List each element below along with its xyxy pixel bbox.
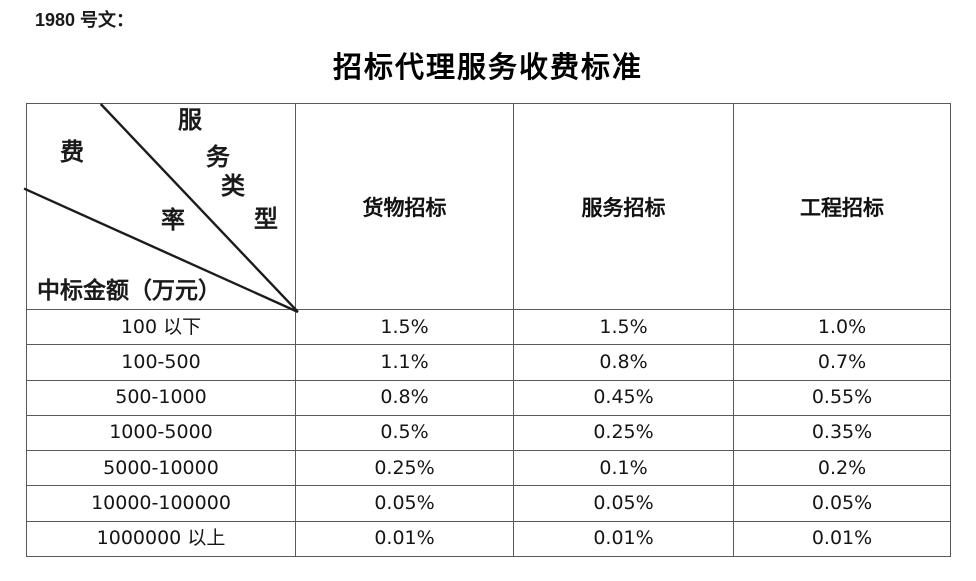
amount-range-cell: 10000-100000 <box>26 485 296 522</box>
corner-service-type-char: 务 <box>206 145 230 171</box>
fee-value-cell: 1.5% <box>295 308 514 346</box>
corner-service-type-char: 型 <box>254 207 278 233</box>
table-row: 1000000 以上 0.01% 0.01% 0.01% <box>26 520 951 558</box>
amount-range-cell: 1000-5000 <box>26 414 296 452</box>
fee-value-cell: 0.45% <box>513 379 734 416</box>
fee-value-cell: 0.01% <box>513 520 734 558</box>
fee-value-cell: 0.05% <box>733 485 951 522</box>
table-row: 1000-5000 0.5% 0.25% 0.35% <box>26 414 951 452</box>
fee-value-cell: 0.01% <box>295 520 514 558</box>
fee-value-cell: 0.7% <box>733 344 951 381</box>
amount-range-cell: 100 以下 <box>26 308 296 346</box>
col-header-works-bidding: 工程招标 <box>733 103 951 310</box>
fee-value-cell: 0.1% <box>513 450 734 487</box>
table-row: 10000-100000 0.05% 0.05% 0.05% <box>26 485 951 522</box>
corner-fee-rate-char: 费 <box>60 140 84 166</box>
table-row: 500-1000 0.8% 0.45% 0.55% <box>26 379 951 416</box>
col-header-goods-bidding: 货物招标 <box>295 103 514 310</box>
fee-value-cell: 0.8% <box>513 344 734 381</box>
fee-value-cell: 0.05% <box>295 485 514 522</box>
amount-range-cell: 500-1000 <box>26 379 296 416</box>
corner-service-type-char: 服 <box>178 108 202 134</box>
table-row: 100 以下 1.5% 1.5% 1.0% <box>26 308 951 346</box>
header-row: 服 务 类 型 费 率 中标金额（万元） 货物招标 服务招标 工程招标 <box>23 103 951 314</box>
table-row: 100-500 1.1% 0.8% 0.7% <box>26 344 951 381</box>
fee-value-cell: 1.0% <box>733 308 951 346</box>
table-row: 5000-10000 0.25% 0.1% 0.2% <box>26 450 951 487</box>
fee-table: 服 务 类 型 费 率 中标金额（万元） 货物招标 服务招标 工程招标 100 … <box>23 103 951 558</box>
fee-value-cell: 1.1% <box>295 344 514 381</box>
fee-value-cell: 1.5% <box>513 308 734 346</box>
fee-value-cell: 0.05% <box>513 485 734 522</box>
fee-value-cell: 0.5% <box>295 414 514 452</box>
corner-service-type-char: 类 <box>221 174 245 200</box>
diagonal-divider-lines <box>23 103 299 314</box>
fee-value-cell: 0.8% <box>295 379 514 416</box>
page-title: 招标代理服务收费标准 <box>332 52 643 84</box>
doc-number: 1980 号文： <box>35 10 135 30</box>
fee-value-cell: 0.35% <box>733 414 951 452</box>
fee-value-cell: 0.25% <box>513 414 734 452</box>
fee-value-cell: 0.2% <box>733 450 951 487</box>
amount-range-cell: 1000000 以上 <box>26 520 296 558</box>
corner-fee-rate-char: 率 <box>161 208 185 234</box>
corner-amount-axis-label: 中标金额（万元） <box>37 278 221 303</box>
fee-value-cell: 0.55% <box>733 379 951 416</box>
amount-range-cell: 100-500 <box>26 344 296 381</box>
amount-range-cell: 5000-10000 <box>26 450 296 487</box>
corner-header-cell: 服 务 类 型 费 率 中标金额（万元） <box>23 103 299 314</box>
col-header-services-bidding: 服务招标 <box>513 103 734 310</box>
fee-value-cell: 0.01% <box>733 520 951 558</box>
fee-value-cell: 0.25% <box>295 450 514 487</box>
